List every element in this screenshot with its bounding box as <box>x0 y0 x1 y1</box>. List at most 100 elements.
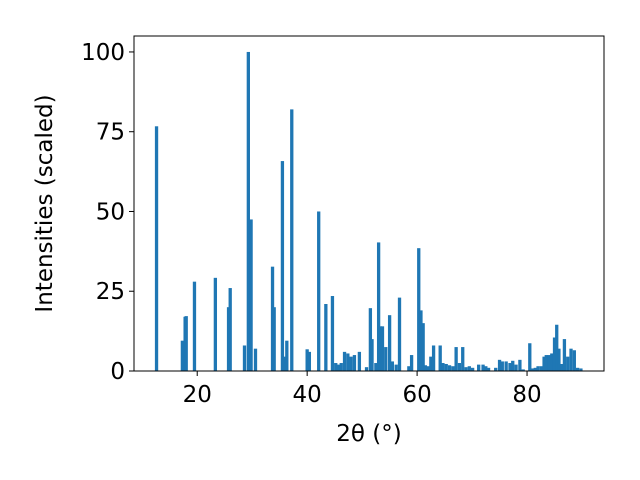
bar <box>246 51 250 371</box>
bar <box>334 363 338 371</box>
bar <box>253 348 258 371</box>
bar <box>290 109 294 371</box>
x-axis-ticks: 20 40 60 80 <box>183 371 542 408</box>
bar <box>378 326 382 371</box>
bar <box>444 363 448 371</box>
bar <box>317 211 321 371</box>
bar <box>481 364 485 371</box>
bars-group <box>154 51 583 371</box>
bar <box>438 345 442 371</box>
bar <box>555 324 559 371</box>
bar <box>486 367 491 371</box>
bar <box>497 359 502 371</box>
bar <box>521 369 525 371</box>
bar <box>560 363 564 371</box>
y-tick-label: 25 <box>96 279 125 305</box>
bar <box>387 315 392 371</box>
bar <box>575 367 580 371</box>
bar <box>508 363 512 371</box>
bar <box>457 363 462 371</box>
x-axis-label: 2θ (°) <box>336 421 401 447</box>
bar <box>477 364 481 371</box>
y-axis-label: Intensities (scaled) <box>32 94 58 312</box>
bar <box>397 297 402 371</box>
bar <box>154 126 159 371</box>
bar <box>423 365 427 371</box>
bar <box>346 353 350 371</box>
bar <box>566 356 570 371</box>
bar <box>533 367 537 371</box>
x-tick-label: 60 <box>402 382 431 408</box>
bar <box>280 161 285 371</box>
bar <box>184 316 188 371</box>
y-axis-ticks: 0 25 50 75 100 <box>81 40 134 385</box>
bar <box>470 367 475 371</box>
bar <box>226 307 231 371</box>
bar <box>579 368 583 371</box>
bar <box>500 361 504 371</box>
bar <box>180 340 185 371</box>
bar <box>429 356 433 371</box>
bar <box>336 364 341 371</box>
bar <box>562 339 567 371</box>
bar <box>242 345 247 371</box>
bar <box>384 347 388 371</box>
bar <box>441 363 445 371</box>
bar <box>514 364 518 371</box>
bar <box>342 351 347 371</box>
bar <box>394 364 398 371</box>
bar <box>539 366 543 371</box>
bar <box>461 347 465 371</box>
bar <box>407 366 411 371</box>
bar <box>511 360 515 371</box>
bar <box>451 366 455 371</box>
bar <box>228 288 232 371</box>
bar <box>417 248 421 371</box>
bar <box>307 351 312 371</box>
bar <box>390 361 395 371</box>
y-tick-label: 50 <box>96 199 125 225</box>
bar <box>330 296 335 371</box>
bar <box>374 363 378 371</box>
bar <box>552 337 557 371</box>
bar <box>494 367 498 371</box>
bar <box>192 281 197 371</box>
bar <box>536 366 540 371</box>
bar <box>550 353 554 371</box>
bar <box>454 347 458 371</box>
bar <box>542 356 546 371</box>
bar <box>324 304 328 371</box>
bar <box>467 366 471 371</box>
x-tick-label: 20 <box>183 382 212 408</box>
bar <box>249 219 253 371</box>
y-tick-label: 0 <box>110 359 125 385</box>
bar <box>530 368 535 371</box>
bar <box>370 339 374 371</box>
x-tick-label: 40 <box>293 382 322 408</box>
x-tick-label: 80 <box>512 382 541 408</box>
bar <box>421 323 425 371</box>
bar <box>464 367 468 371</box>
bar <box>426 366 430 371</box>
bar <box>357 351 362 371</box>
bar <box>557 348 561 371</box>
bar <box>380 326 385 371</box>
bar <box>305 349 309 371</box>
bar <box>572 350 576 371</box>
plot-frame <box>133 35 605 372</box>
y-tick-label: 100 <box>81 40 125 66</box>
bar <box>419 310 423 371</box>
bar <box>431 345 436 371</box>
y-tick-label: 75 <box>96 120 125 146</box>
bar <box>569 348 573 371</box>
bar <box>547 355 551 371</box>
bar <box>285 340 289 371</box>
bar <box>213 277 218 371</box>
bar <box>409 355 414 371</box>
bar <box>349 356 353 371</box>
bar <box>352 355 357 371</box>
bar <box>518 359 522 371</box>
bar <box>504 361 508 371</box>
bar <box>272 307 276 371</box>
